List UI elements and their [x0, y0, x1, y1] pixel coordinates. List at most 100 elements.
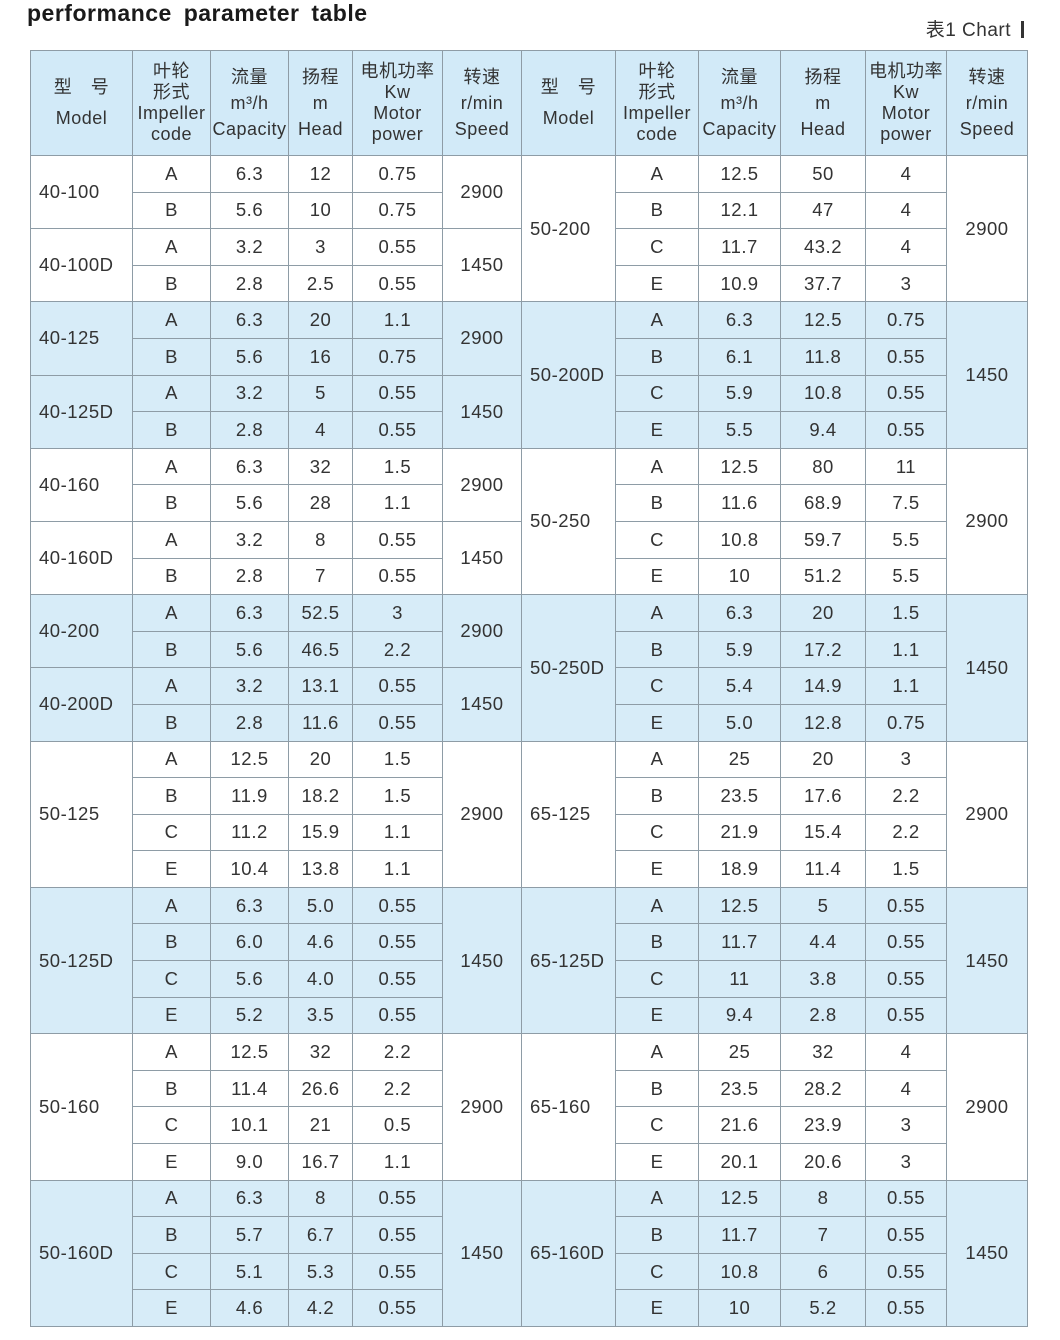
power-cell: 0.55	[352, 411, 443, 449]
head-cell: 8	[288, 1179, 353, 1218]
header-en-text: code	[150, 124, 193, 144]
capacity-cell: 5.0	[698, 703, 781, 742]
impeller-code-cell: C	[132, 1106, 211, 1145]
power-cell: 0.55	[865, 1179, 947, 1218]
head-cell: 4.4	[780, 923, 866, 962]
header-en-text: Motor	[373, 103, 422, 123]
head-cell: 5.0	[288, 886, 353, 925]
impeller-code-cell: B	[615, 923, 699, 962]
header-model: 型 号 Model	[30, 50, 133, 156]
head-cell: 59.7	[780, 520, 866, 559]
header-en-text: m³/h	[720, 92, 759, 113]
capacity-cell: 3.2	[210, 374, 289, 413]
impeller-code-cell: E	[615, 1289, 699, 1327]
table-row: B 2.8 11.6 0.55 E 5.0 12.8 0.75	[31, 703, 1028, 742]
capacity-cell: 10.8	[698, 520, 781, 559]
impeller-code-cell: B	[615, 484, 699, 522]
capacity-cell: 2.8	[210, 557, 289, 596]
impeller-code-cell: E	[615, 264, 699, 303]
speed-cell: 1450	[442, 520, 522, 596]
head-cell: 11.4	[780, 850, 866, 888]
impeller-code-cell: A	[132, 1179, 211, 1218]
head-cell: 43.2	[780, 228, 866, 266]
header-en-text: Motor	[881, 103, 931, 123]
header-cn-text: 叶轮	[638, 61, 676, 81]
impeller-code-cell: A	[615, 447, 699, 486]
impeller-code-cell: B	[615, 1069, 699, 1108]
capacity-cell: 4.6	[210, 1289, 289, 1327]
table-row: C 5.1 5.3 0.55 C 10.8 6 0.55	[31, 1252, 1028, 1291]
model-cell: 50-160	[30, 1033, 133, 1181]
table-row: C 11.2 15.9 1.1 C 21.9 15.4 2.2	[31, 813, 1028, 852]
power-cell: 0.75	[865, 301, 947, 339]
model-cell: 40-100D	[30, 228, 133, 303]
header-head: 扬程 m Head	[780, 50, 866, 156]
capacity-cell: 6.3	[698, 594, 781, 632]
table-row: B 2.8 7 0.55 E 10 51.2 5.5	[31, 557, 1028, 596]
model-cell: 40-125D	[30, 374, 133, 449]
power-cell: 0.55	[865, 337, 947, 376]
model-cell: 65-125	[521, 740, 616, 888]
head-cell: 15.9	[288, 813, 353, 852]
impeller-code-cell: A	[132, 886, 211, 925]
power-cell: 0.75	[352, 337, 443, 376]
capacity-cell: 5.2	[210, 996, 289, 1035]
capacity-cell: 2.8	[210, 411, 289, 449]
power-cell: 1.5	[865, 594, 947, 632]
impeller-code-cell: B	[132, 484, 211, 522]
capacity-cell: 5.1	[210, 1252, 289, 1291]
power-cell: 4	[865, 191, 947, 230]
table-row: 40-125 A 6.3 20 1.1 2900 50-200D A 6.3 12.5 0.75 14…	[30, 301, 1028, 449]
power-cell: 2.2	[865, 777, 947, 815]
impeller-code-cell: A	[615, 155, 699, 193]
impeller-code-cell: B	[615, 191, 699, 230]
impeller-code-cell: B	[132, 557, 211, 596]
power-cell: 3	[865, 740, 947, 779]
speed-cell: 1450	[442, 1179, 522, 1328]
power-cell: 0.55	[865, 374, 947, 413]
capacity-cell: 6.3	[210, 301, 289, 339]
speed-cell: 1450	[946, 1179, 1028, 1328]
impeller-code-cell: A	[132, 594, 211, 632]
header-cn-text: 型 号	[53, 77, 110, 97]
table-row: B 5.6 28 1.1 B 11.6 68.9 7.5	[31, 484, 1028, 522]
power-cell: 0.75	[352, 191, 443, 230]
model-cell: 40-200	[30, 594, 133, 669]
performance-table: 型 号 Model 叶轮 形式 Impeller code 流量 m³/h Capacity 扬程…	[30, 50, 1028, 1328]
impeller-code-cell: C	[615, 374, 699, 413]
header-en-text: Kw	[384, 82, 411, 102]
head-cell: 5	[288, 374, 353, 413]
capacity-cell: 18.9	[698, 850, 781, 888]
power-cell: 7.5	[865, 484, 947, 522]
power-cell: 1.1	[352, 484, 443, 522]
power-cell: 1.5	[352, 447, 443, 486]
header-en-text: code	[636, 124, 678, 144]
impeller-code-cell: C	[132, 813, 211, 852]
head-cell: 16	[288, 337, 353, 376]
impeller-code-cell: C	[615, 520, 699, 559]
power-cell: 0.55	[352, 1216, 443, 1254]
header-en-text: power	[371, 124, 424, 144]
header-en-text: Model	[542, 108, 595, 128]
power-cell: 0.55	[865, 960, 947, 998]
impeller-code-cell: B	[132, 1216, 211, 1254]
model-cell: 40-100	[30, 154, 133, 230]
power-cell: 5.5	[865, 520, 947, 559]
capacity-cell: 12.5	[698, 155, 781, 193]
impeller-code-cell: B	[132, 411, 211, 449]
header-impeller-code: 叶轮 形式 Impeller code	[132, 50, 211, 156]
impeller-code-cell: E	[132, 996, 211, 1035]
capacity-cell: 12.5	[210, 1033, 289, 1071]
head-cell: 20	[288, 740, 353, 779]
capacity-cell: 25	[698, 740, 781, 779]
capacity-cell: 12.5	[210, 740, 289, 779]
impeller-code-cell: A	[132, 1033, 211, 1071]
capacity-cell: 2.8	[210, 264, 289, 303]
speed-cell: 2900	[946, 154, 1028, 303]
head-cell: 6	[780, 1252, 866, 1291]
header-en-text: Capacity	[212, 118, 287, 139]
power-cell: 0.55	[352, 264, 443, 303]
impeller-code-cell: A	[615, 886, 699, 925]
impeller-code-cell: E	[132, 1143, 211, 1181]
head-cell: 20	[288, 301, 353, 339]
